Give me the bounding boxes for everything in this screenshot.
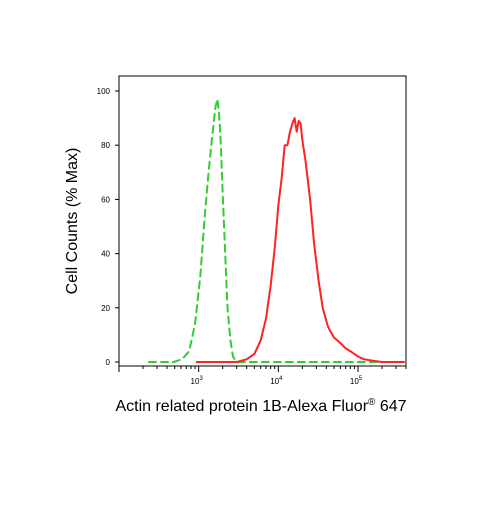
x-tick-label-exponent: 3 <box>199 376 203 382</box>
x-axis: 103 104 105 <box>118 366 407 386</box>
y-tick-label: 100 <box>97 87 111 96</box>
x-tick-label-base: 10 <box>350 377 359 386</box>
series-line-dashed <box>148 98 405 363</box>
x-tick-label: 104 <box>270 376 283 386</box>
x-tick-label-base: 10 <box>270 377 279 386</box>
y-axis: 0 20 40 60 80 100 <box>97 87 119 367</box>
y-tick-label: 20 <box>101 304 110 313</box>
y-tick-label: 60 <box>101 195 110 204</box>
x-axis-label-sup: ® <box>368 397 376 408</box>
x-axis-label: Actin related protein 1B-Alexa Fluor® 64… <box>115 397 406 415</box>
y-tick-label: 0 <box>106 358 111 367</box>
plot-frame <box>118 75 407 367</box>
y-tick-label: 80 <box>101 141 110 150</box>
x-tick-label: 103 <box>191 376 204 386</box>
x-tick-label: 105 <box>350 376 363 386</box>
y-tick-label: 40 <box>101 250 110 259</box>
x-tick-label-exponent: 5 <box>359 376 363 382</box>
series-line-solid <box>195 117 405 363</box>
x-tick-label-exponent: 4 <box>279 376 283 382</box>
x-axis-label-main: Actin related protein 1B-Alexa Fluor <box>115 398 368 415</box>
series-layer <box>148 98 405 363</box>
y-axis-label: Cell Counts (% Max) <box>64 148 81 295</box>
x-tick-label-base: 10 <box>191 377 200 386</box>
x-axis-label-suffix: 647 <box>375 398 406 415</box>
